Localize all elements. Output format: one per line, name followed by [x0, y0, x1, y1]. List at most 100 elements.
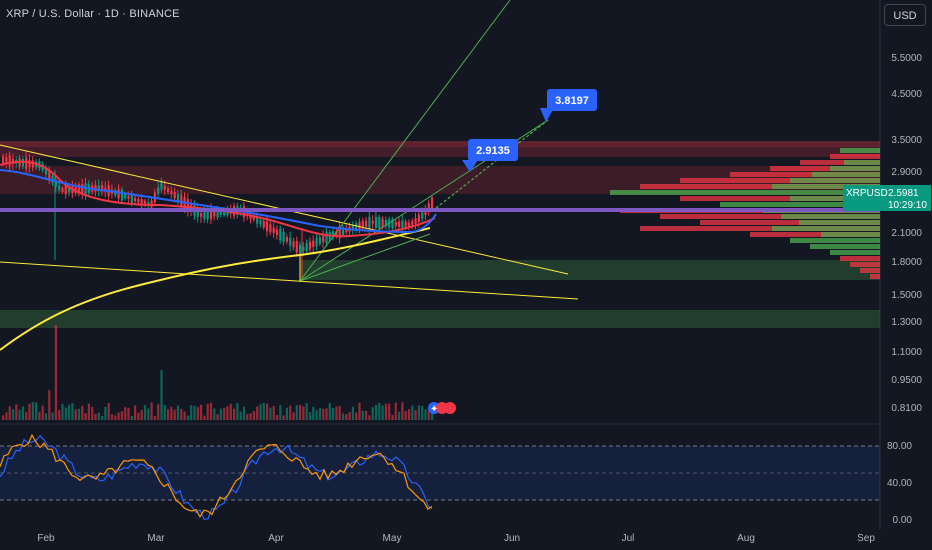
- candle-body: [28, 160, 31, 168]
- volume-bar: [365, 410, 368, 420]
- candle-body: [266, 221, 269, 232]
- volume-bar: [183, 411, 186, 420]
- price-tick-label: 1.3000: [891, 317, 922, 328]
- candle-body: [216, 208, 219, 218]
- volume-bar: [384, 403, 387, 420]
- candle-body: [398, 221, 401, 227]
- candle-body: [338, 226, 341, 239]
- time-tick-label: Feb: [37, 533, 55, 544]
- badge-symbol: XRPUSD: [846, 188, 888, 199]
- candle-body: [371, 220, 374, 224]
- candle-body: [48, 169, 51, 181]
- volume-bar: [186, 415, 189, 420]
- candle-body: [58, 185, 61, 190]
- volume-bar: [285, 407, 288, 420]
- candle-body: [203, 210, 206, 220]
- volume-profile-row: [840, 148, 880, 153]
- volume-bar: [64, 407, 67, 420]
- target-label-2: 3.8197: [540, 89, 597, 122]
- volume-bar: [153, 415, 156, 420]
- volume-bar: [421, 405, 424, 420]
- volume-profile-row: [680, 196, 880, 201]
- volume-bar: [351, 406, 354, 420]
- candle-body: [394, 221, 397, 226]
- volume-profile-row-up: [844, 160, 880, 165]
- candle-body: [414, 218, 417, 225]
- time-axis: Feb Mar Apr May Jun Jul Aug Sep: [37, 533, 875, 544]
- price-tick-label: 5.5000: [891, 53, 922, 64]
- stoch-k-line: [0, 435, 433, 520]
- time-tick-label: Jun: [504, 533, 520, 544]
- volume-bar: [41, 405, 44, 420]
- volume-bar: [305, 403, 308, 420]
- currency-button[interactable]: USD: [884, 4, 926, 26]
- candle-body: [176, 193, 180, 202]
- candle-body: [269, 224, 272, 233]
- candle-body: [157, 187, 160, 194]
- candle-body: [140, 198, 143, 205]
- volume-bar: [120, 411, 123, 420]
- oscillator-axis: 80.00 40.00 0.00: [887, 441, 912, 526]
- candle-body: [196, 208, 199, 217]
- volume-bar: [394, 402, 397, 420]
- volume-bar: [229, 403, 232, 420]
- volume-bar: [58, 410, 61, 420]
- volume-bar: [431, 412, 434, 420]
- candle-body: [358, 222, 361, 230]
- price-tick-label: 0.8100: [891, 403, 922, 414]
- ema-blue-line: [0, 169, 437, 234]
- candle-body: [219, 210, 222, 215]
- candle-body: [186, 199, 189, 211]
- candle-body: [279, 228, 282, 241]
- candle-body: [77, 184, 81, 194]
- price-tick-label: 1.8000: [891, 257, 922, 268]
- volume-bar: [81, 405, 84, 420]
- candle-body: [160, 180, 163, 190]
- volume-bar: [15, 404, 18, 420]
- volume-bar: [401, 402, 404, 420]
- candle-body: [378, 217, 381, 229]
- price-tick-label: 0.9500: [891, 375, 922, 386]
- time-tick-label: Apr: [268, 533, 284, 544]
- volume-profile-row: [730, 172, 880, 177]
- volume-bar: [206, 403, 209, 420]
- volume-bar: [361, 410, 364, 420]
- volume-profile-row: [830, 250, 880, 255]
- candle-body: [127, 195, 130, 199]
- candle-body: [292, 241, 295, 248]
- volume-bar: [269, 407, 272, 420]
- volume-profile-row: [610, 190, 880, 195]
- candle-body: [206, 209, 209, 220]
- volume-bar: [417, 405, 420, 420]
- candle-body: [282, 231, 285, 242]
- volume-bar: [348, 412, 351, 420]
- volume-bar: [137, 412, 140, 420]
- volume-bar: [104, 406, 107, 420]
- volume-bar: [31, 402, 34, 420]
- candle-body: [318, 237, 321, 244]
- candle-body: [246, 211, 249, 217]
- volume-bar: [97, 412, 100, 420]
- volume-bar: [11, 409, 15, 420]
- badge-countdown: 10:29:10: [888, 200, 927, 211]
- candle-body: [315, 238, 318, 247]
- candle-body: [8, 155, 11, 167]
- volume-bar: [374, 404, 378, 420]
- volume-bar: [358, 402, 361, 420]
- volume-bar: [252, 410, 255, 420]
- volume-bar: [381, 405, 384, 420]
- candle-body: [335, 231, 338, 236]
- candle-body: [117, 189, 120, 199]
- volume-bar: [289, 405, 292, 420]
- candle-body: [431, 197, 434, 209]
- volume-bar: [21, 406, 24, 420]
- candle-body: [391, 218, 394, 229]
- volume-bar: [355, 412, 358, 420]
- volume-profile-row: [700, 220, 880, 225]
- volume-bar: [259, 404, 262, 420]
- candle-body: [94, 185, 97, 192]
- candle-body: [381, 218, 384, 228]
- volume-bar: [312, 406, 315, 420]
- candle-body: [130, 193, 133, 204]
